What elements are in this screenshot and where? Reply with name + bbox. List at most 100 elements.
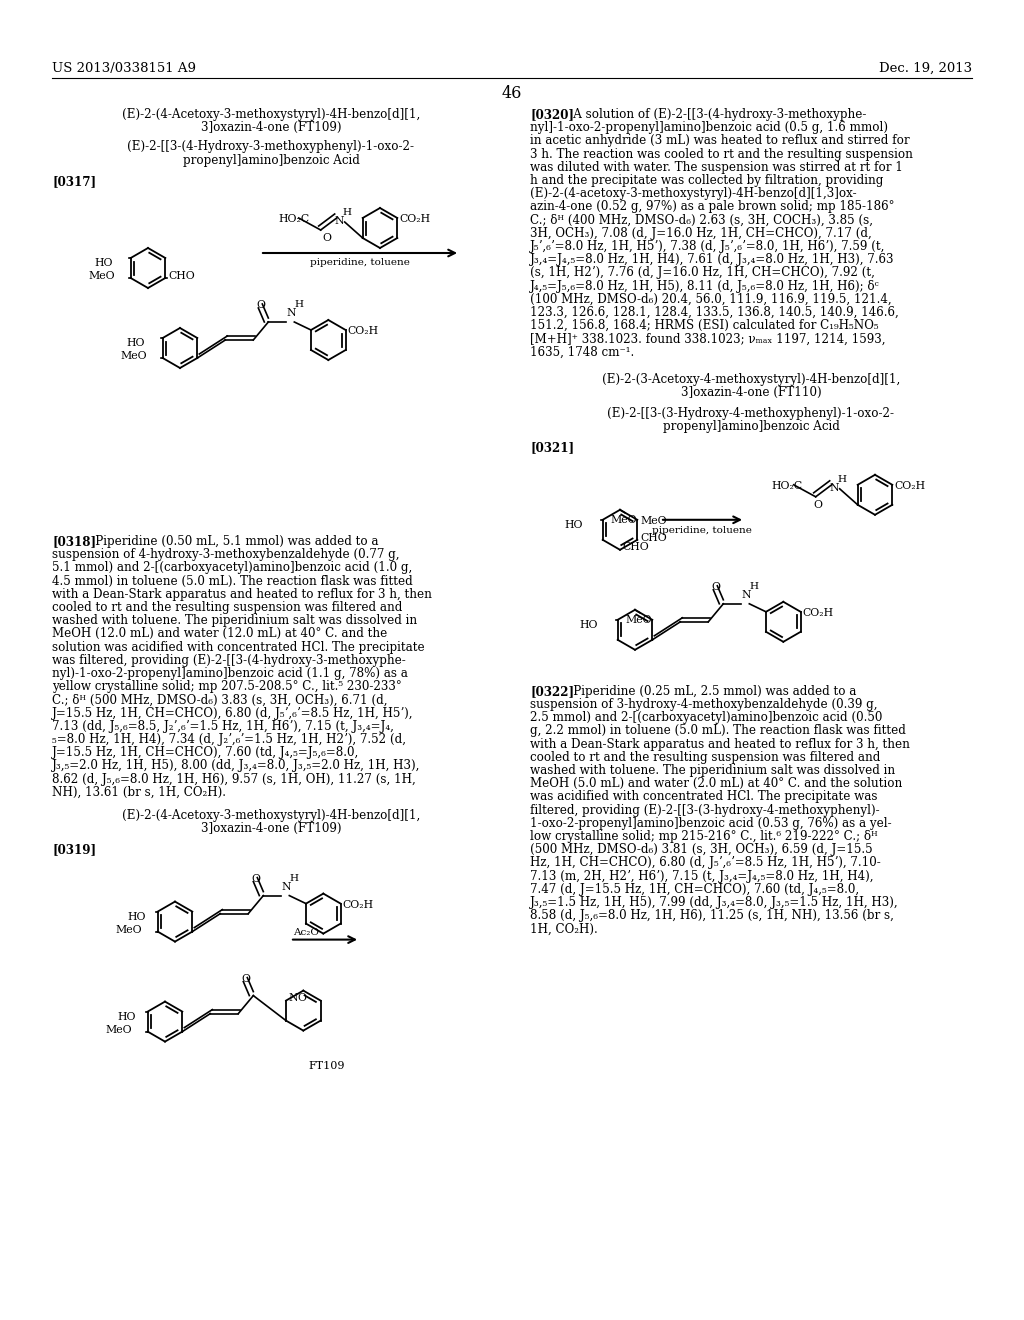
Text: N: N	[829, 483, 840, 492]
Text: propenyl]amino]benzoic Acid: propenyl]amino]benzoic Acid	[663, 420, 840, 433]
Text: (500 MHz, DMSO-d₆) 3.81 (s, 3H, OCH₃), 6.59 (d, J=15.5: (500 MHz, DMSO-d₆) 3.81 (s, 3H, OCH₃), 6…	[530, 843, 872, 857]
Text: propenyl]amino]benzoic Acid: propenyl]amino]benzoic Acid	[182, 153, 359, 166]
Text: ₅=8.0 Hz, 1H, H4), 7.34 (d, J₂ʼ,₆ʼ=1.5 Hz, 1H, H2ʼ), 7.52 (d,: ₅=8.0 Hz, 1H, H4), 7.34 (d, J₂ʼ,₆ʼ=1.5 H…	[52, 733, 406, 746]
Text: J₃,₅=2.0 Hz, 1H, H5), 8.00 (dd, J₃,₄=8.0, J₃,₅=2.0 Hz, 1H, H3),: J₃,₅=2.0 Hz, 1H, H5), 8.00 (dd, J₃,₄=8.0…	[52, 759, 421, 772]
Text: 3]oxazin-4-one (FT110): 3]oxazin-4-one (FT110)	[681, 385, 821, 399]
Text: 46: 46	[502, 84, 522, 102]
Text: piperidine, toluene: piperidine, toluene	[310, 257, 410, 267]
Text: 8.58 (d, J₅,₆=8.0 Hz, 1H, H6), 11.25 (s, 1H, NH), 13.56 (br s,: 8.58 (d, J₅,₆=8.0 Hz, 1H, H6), 11.25 (s,…	[530, 909, 894, 923]
Text: MeO: MeO	[105, 1024, 132, 1035]
Text: MeO: MeO	[116, 924, 142, 935]
Text: FT109: FT109	[308, 1060, 345, 1071]
Text: N: N	[282, 882, 291, 891]
Text: yellow crystalline solid; mp 207.5-208.5° C., lit.⁵ 230-233°: yellow crystalline solid; mp 207.5-208.5…	[52, 680, 401, 693]
Text: CO₂H: CO₂H	[894, 480, 926, 491]
Text: HO₂C: HO₂C	[279, 214, 310, 224]
Text: 123.3, 126.6, 128.1, 128.4, 133.5, 136.8, 140.5, 140.9, 146.6,: 123.3, 126.6, 128.1, 128.4, 133.5, 136.8…	[530, 306, 899, 319]
Text: (s, 1H, H2ʼ), 7.76 (d, J=16.0 Hz, 1H, CH=CHCO), 7.92 (t,: (s, 1H, H2ʼ), 7.76 (d, J=16.0 Hz, 1H, CH…	[530, 267, 874, 280]
Text: cooled to rt and the resulting suspension was filtered and: cooled to rt and the resulting suspensio…	[530, 751, 881, 764]
Text: with a Dean-Stark apparatus and heated to reflux for 3 h, then: with a Dean-Stark apparatus and heated t…	[52, 587, 432, 601]
Text: (E)-2-(4-acetoxy-3-methoxystyryl)-4H-benzo[d][1,3]ox-: (E)-2-(4-acetoxy-3-methoxystyryl)-4H-ben…	[530, 187, 857, 201]
Text: O: O	[712, 582, 720, 591]
Text: MeO: MeO	[610, 515, 637, 525]
Text: washed with toluene. The piperidinium salt was dissolved in: washed with toluene. The piperidinium sa…	[52, 614, 417, 627]
Text: [0322]: [0322]	[530, 685, 574, 698]
Text: H: H	[290, 874, 298, 883]
Text: Piperidine (0.25 mL, 2.5 mmol) was added to a: Piperidine (0.25 mL, 2.5 mmol) was added…	[562, 685, 856, 698]
Text: Dec. 19, 2013: Dec. 19, 2013	[879, 62, 972, 75]
Text: HO: HO	[128, 912, 146, 921]
Text: MeO: MeO	[625, 615, 651, 624]
Text: Piperidine (0.50 mL, 5.1 mmol) was added to a: Piperidine (0.50 mL, 5.1 mmol) was added…	[84, 535, 379, 548]
Text: N: N	[287, 308, 296, 318]
Text: (E)-2-(4-Acetoxy-3-methoxystyryl)-4H-benzo[d][1,: (E)-2-(4-Acetoxy-3-methoxystyryl)-4H-ben…	[122, 809, 420, 822]
Text: 7.13 (m, 2H, H2ʼ, H6ʼ), 7.15 (t, J₃,₄=J₄,₅=8.0 Hz, 1H, H4),: 7.13 (m, 2H, H2ʼ, H6ʼ), 7.15 (t, J₃,₄=J₄…	[530, 870, 873, 883]
Text: low crystalline solid; mp 215-216° C., lit.⁶ 219-222° C.; δᴴ: low crystalline solid; mp 215-216° C., l…	[530, 830, 878, 843]
Text: in acetic anhydride (3 mL) was heated to reflux and stirred for: in acetic anhydride (3 mL) was heated to…	[530, 135, 909, 148]
Text: h and the precipitate was collected by filtration, providing: h and the precipitate was collected by f…	[530, 174, 884, 187]
Text: [0321]: [0321]	[530, 442, 574, 454]
Text: (E)-2-(4-Acetoxy-3-methoxystyryl)-4H-benzo[d][1,: (E)-2-(4-Acetoxy-3-methoxystyryl)-4H-ben…	[122, 108, 420, 121]
Text: O: O	[323, 234, 332, 243]
Text: azin-4-one (0.52 g, 97%) as a pale brown solid; mp 185-186°: azin-4-one (0.52 g, 97%) as a pale brown…	[530, 201, 895, 214]
Text: 3H, OCH₃), 7.08 (d, J=16.0 Hz, 1H, CH=CHCO), 7.17 (d,: 3H, OCH₃), 7.08 (d, J=16.0 Hz, 1H, CH=CH…	[530, 227, 871, 240]
Text: J₃,₄=J₄,₅=8.0 Hz, 1H, H4), 7.61 (d, J₃,₄=8.0 Hz, 1H, H3), 7.63: J₃,₄=J₄,₅=8.0 Hz, 1H, H4), 7.61 (d, J₃,₄…	[530, 253, 895, 267]
Text: C.; δᴴ (400 MHz, DMSO-d₆) 2.63 (s, 3H, COCH₃), 3.85 (s,: C.; δᴴ (400 MHz, DMSO-d₆) 2.63 (s, 3H, C…	[530, 214, 873, 227]
Text: A solution of (E)-2-[[3-(4-hydroxy-3-methoxyphe-: A solution of (E)-2-[[3-(4-hydroxy-3-met…	[562, 108, 866, 121]
Text: was diluted with water. The suspension was stirred at rt for 1: was diluted with water. The suspension w…	[530, 161, 903, 174]
Text: 3]oxazin-4-one (FT109): 3]oxazin-4-one (FT109)	[201, 121, 341, 135]
Text: 8.62 (d, J₅,₆=8.0 Hz, 1H, H6), 9.57 (s, 1H, OH), 11.27 (s, 1H,: 8.62 (d, J₅,₆=8.0 Hz, 1H, H6), 9.57 (s, …	[52, 772, 416, 785]
Text: HO: HO	[580, 620, 598, 630]
Text: suspension of 4-hydroxy-3-methoxybenzaldehyde (0.77 g,: suspension of 4-hydroxy-3-methoxybenzald…	[52, 548, 399, 561]
Text: H: H	[750, 582, 759, 591]
Text: H: H	[838, 475, 847, 484]
Text: CHO: CHO	[168, 271, 195, 281]
Text: piperidine, toluene: piperidine, toluene	[652, 525, 752, 535]
Text: 5.1 mmol) and 2-[(carboxyacetyl)amino]benzoic acid (1.0 g,: 5.1 mmol) and 2-[(carboxyacetyl)amino]be…	[52, 561, 413, 574]
Text: NH), 13.61 (br s, 1H, CO₂H).: NH), 13.61 (br s, 1H, CO₂H).	[52, 785, 226, 799]
Text: [0318]: [0318]	[52, 535, 96, 548]
Text: was acidified with concentrated HCl. The precipitate was: was acidified with concentrated HCl. The…	[530, 791, 878, 804]
Text: 1H, CO₂H).: 1H, CO₂H).	[530, 923, 598, 936]
Text: 7.13 (dd, J₅,₆=8.5, J₂ʼ,₆ʼ=1.5 Hz, 1H, H6ʼ), 7.15 (t, J₃,₄=J₄,: 7.13 (dd, J₅,₆=8.5, J₂ʼ,₆ʼ=1.5 Hz, 1H, H…	[52, 719, 394, 733]
Text: was filtered, providing (E)-2-[[3-(4-hydroxy-3-methoxyphe-: was filtered, providing (E)-2-[[3-(4-hyd…	[52, 653, 406, 667]
Text: 3 h. The reaction was cooled to rt and the resulting suspension: 3 h. The reaction was cooled to rt and t…	[530, 148, 912, 161]
Text: suspension of 3-hydroxy-4-methoxybenzaldehyde (0.39 g,: suspension of 3-hydroxy-4-methoxybenzald…	[530, 698, 878, 711]
Text: HO: HO	[127, 338, 145, 348]
Text: MeOH (5.0 mL) and water (2.0 mL) at 40° C. and the solution: MeOH (5.0 mL) and water (2.0 mL) at 40° …	[530, 777, 902, 791]
Text: 1635, 1748 cm⁻¹.: 1635, 1748 cm⁻¹.	[530, 346, 634, 359]
Text: CO₂H: CO₂H	[347, 326, 379, 337]
Text: [0319]: [0319]	[52, 843, 96, 857]
Text: CHO: CHO	[622, 541, 649, 552]
Text: CO₂H: CO₂H	[399, 214, 430, 224]
Text: HO: HO	[94, 257, 114, 268]
Text: 151.2, 156.8, 168.4; HRMS (ESI) calculated for C₁₉H₅NO₅: 151.2, 156.8, 168.4; HRMS (ESI) calculat…	[530, 319, 879, 333]
Text: CO₂H: CO₂H	[803, 607, 834, 618]
Text: 2.5 mmol) and 2-[(carboxyacetyl)amino]benzoic acid (0.50: 2.5 mmol) and 2-[(carboxyacetyl)amino]be…	[530, 711, 883, 725]
Text: C.; δᴴ (500 MHz, DMSO-d₆) 3.83 (s, 3H, OCH₃), 6.71 (d,: C.; δᴴ (500 MHz, DMSO-d₆) 3.83 (s, 3H, O…	[52, 693, 387, 706]
Text: cooled to rt and the resulting suspension was filtered and: cooled to rt and the resulting suspensio…	[52, 601, 402, 614]
Text: 1-oxo-2-propenyl]amino]benzoic acid (0.53 g, 76%) as a yel-: 1-oxo-2-propenyl]amino]benzoic acid (0.5…	[530, 817, 892, 830]
Text: J=15.5 Hz, 1H, CH=CHCO), 7.60 (td, J₄,₅=J₅,₆=8.0,: J=15.5 Hz, 1H, CH=CHCO), 7.60 (td, J₄,₅=…	[52, 746, 359, 759]
Text: nyl]-1-oxo-2-propenyl]amino]benzoic acid (0.5 g, 1.6 mmol): nyl]-1-oxo-2-propenyl]amino]benzoic acid…	[530, 121, 888, 135]
Text: [M+H]⁺ 338.1023. found 338.1023; νₘₐₓ 1197, 1214, 1593,: [M+H]⁺ 338.1023. found 338.1023; νₘₐₓ 11…	[530, 333, 886, 346]
Text: HO: HO	[118, 1011, 136, 1022]
Text: CO₂H: CO₂H	[343, 900, 374, 909]
Text: J₅ʼ,₆ʼ=8.0 Hz, 1H, H5ʼ), 7.38 (d, J₅ʼ,₆ʼ=8.0, 1H, H6ʼ), 7.59 (t,: J₅ʼ,₆ʼ=8.0 Hz, 1H, H5ʼ), 7.38 (d, J₅ʼ,₆ʼ…	[530, 240, 886, 253]
Text: (100 MHz, DMSO-d₆) 20.4, 56.0, 111.9, 116.9, 119.5, 121.4,: (100 MHz, DMSO-d₆) 20.4, 56.0, 111.9, 11…	[530, 293, 892, 306]
Text: with a Dean-Stark apparatus and heated to reflux for 3 h, then: with a Dean-Stark apparatus and heated t…	[530, 738, 910, 751]
Text: (E)-2-[[3-(4-Hydroxy-3-methoxyphenyl)-1-oxo-2-: (E)-2-[[3-(4-Hydroxy-3-methoxyphenyl)-1-…	[128, 140, 415, 153]
Text: washed with toluene. The piperidinium salt was dissolved in: washed with toluene. The piperidinium sa…	[530, 764, 895, 777]
Text: J=15.5 Hz, 1H, CH=CHCO), 6.80 (d, J₅ʼ,₆ʼ=8.5 Hz, 1H, H5ʼ),: J=15.5 Hz, 1H, CH=CHCO), 6.80 (d, J₅ʼ,₆ʼ…	[52, 706, 414, 719]
Text: MeO: MeO	[121, 351, 147, 360]
Text: nyl)-1-oxo-2-propenyl]amino]benzoic acid (1.1 g, 78%) as a: nyl)-1-oxo-2-propenyl]amino]benzoic acid…	[52, 667, 408, 680]
Text: US 2013/0338151 A9: US 2013/0338151 A9	[52, 62, 196, 75]
Text: 7.47 (d, J=15.5 Hz, 1H, CH=CHCO), 7.60 (td, J₄,₅=8.0,: 7.47 (d, J=15.5 Hz, 1H, CH=CHCO), 7.60 (…	[530, 883, 859, 896]
Text: H: H	[343, 209, 351, 216]
Text: 3]oxazin-4-one (FT109): 3]oxazin-4-one (FT109)	[201, 822, 341, 836]
Text: O: O	[814, 500, 822, 510]
Text: solution was acidified with concentrated HCl. The precipitate: solution was acidified with concentrated…	[52, 640, 425, 653]
Text: CHO: CHO	[640, 533, 667, 543]
Text: HO: HO	[564, 520, 584, 529]
Text: J₄,₅=J₅,₆=8.0 Hz, 1H, H5), 8.11 (d, J₅,₆=8.0 Hz, 1H, H6); δᶜ: J₄,₅=J₅,₆=8.0 Hz, 1H, H5), 8.11 (d, J₅,₆…	[530, 280, 880, 293]
